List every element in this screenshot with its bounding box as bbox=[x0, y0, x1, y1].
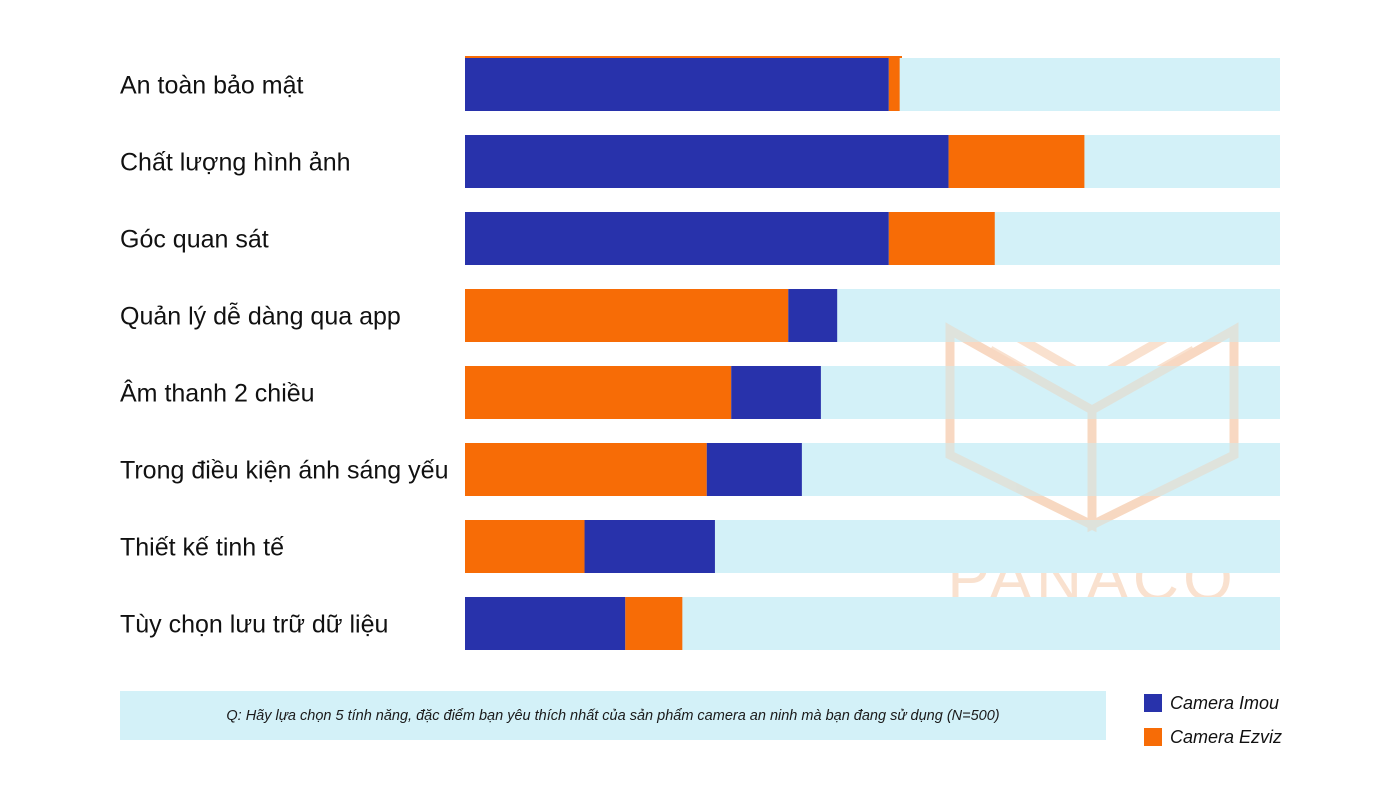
bar-camera-ezviz bbox=[465, 289, 789, 342]
bar-camera-ezviz bbox=[948, 135, 1085, 188]
category-label: Góc quan sát bbox=[120, 226, 269, 254]
legend-swatch-imou bbox=[1144, 694, 1162, 712]
category-label: Quản lý dễ dàng qua app bbox=[120, 302, 401, 331]
bar-camera-imou bbox=[788, 289, 838, 342]
category-label: Âm thanh 2 chiều bbox=[120, 379, 315, 408]
bar-camera-imou bbox=[465, 135, 949, 188]
bar-camera-ezviz bbox=[888, 212, 995, 265]
bar-camera-ezviz bbox=[465, 520, 585, 573]
bar-camera-imou bbox=[731, 366, 821, 419]
legend-swatch-ezviz bbox=[1144, 728, 1162, 746]
bar-top-edge bbox=[465, 56, 902, 58]
bar-camera-ezviz bbox=[888, 58, 900, 111]
bar-camera-imou bbox=[465, 58, 889, 111]
category-labels: An toàn bảo mật Chất lượng hình ảnh Góc qu… bbox=[120, 72, 448, 639]
category-label: Trong điều kiện ánh sáng yếu bbox=[120, 457, 448, 485]
category-label: Chất lượng hình ảnh bbox=[120, 149, 351, 177]
legend-label-imou: Camera Imou bbox=[1170, 692, 1280, 713]
bar-camera-imou bbox=[584, 520, 715, 573]
legend-label-ezviz: Camera Ezviz bbox=[1170, 726, 1283, 747]
bar-camera-ezviz bbox=[465, 366, 732, 419]
legend-item-ezviz: Camera Ezviz bbox=[1144, 720, 1282, 754]
legend-item-imou: Camera Imou bbox=[1144, 686, 1282, 720]
bar-camera-ezviz bbox=[465, 443, 707, 496]
category-label: An toàn bảo mật bbox=[120, 72, 304, 100]
bar-camera-imou bbox=[465, 212, 889, 265]
category-label: Tùy chọn lưu trữ dữ liệu bbox=[120, 611, 388, 639]
watermark-overlay bbox=[945, 322, 1239, 533]
chart-legend: Camera Imou Camera Ezviz bbox=[1144, 686, 1282, 754]
bar-segments bbox=[465, 56, 1085, 650]
bar-camera-imou bbox=[465, 597, 626, 650]
bar-camera-imou bbox=[706, 443, 802, 496]
bar-camera-ezviz bbox=[625, 597, 683, 650]
survey-question-footnote: Q: Hãy lựa chọn 5 tính năng, đặc điểm bạ… bbox=[120, 691, 1106, 740]
category-label: Thiết kế tinh tế bbox=[120, 534, 284, 562]
